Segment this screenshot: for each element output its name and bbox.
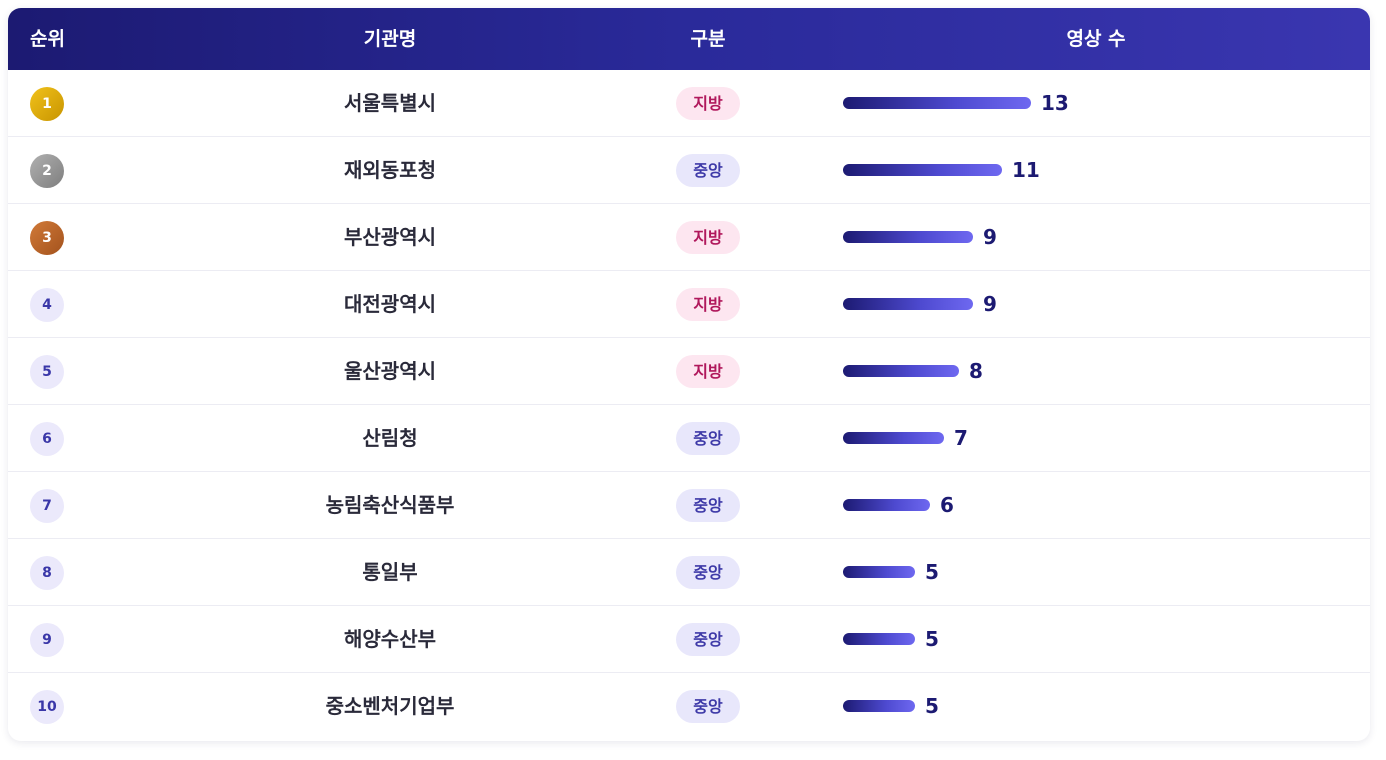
org-name: 통일부: [362, 560, 418, 584]
rank-badge: 4: [30, 288, 64, 322]
count-bar: [843, 432, 944, 444]
type-badge: 지방: [676, 288, 740, 321]
count-bar-cell: 9: [843, 271, 1323, 338]
table-row: 8 통일부 중앙 5: [8, 539, 1370, 606]
count-value: 9: [983, 225, 997, 249]
header-org: 기관명: [363, 28, 417, 50]
count-value: 11: [1012, 158, 1040, 182]
table-row: 3 부산광역시 지방 9: [8, 204, 1370, 271]
type-badge: 지방: [676, 355, 740, 388]
count-bar-cell: 6: [843, 472, 1323, 539]
count-bar: [843, 365, 959, 377]
org-name: 대전광역시: [344, 292, 436, 316]
count-bar: [843, 566, 915, 578]
count-bar: [843, 164, 1002, 176]
table-row: 9 해양수산부 중앙 5: [8, 606, 1370, 673]
count-bar: [843, 499, 930, 511]
type-badge: 지방: [676, 87, 740, 120]
org-name: 해양수산부: [344, 627, 436, 651]
rank-badge: 9: [30, 623, 64, 657]
rank-badge: 6: [30, 422, 64, 456]
table-row: 2 재외동포청 중앙 11: [8, 137, 1370, 204]
rank-badge: 2: [30, 154, 64, 188]
count-bar: [843, 97, 1031, 109]
count-value: 13: [1041, 91, 1069, 115]
table-row: 6 산림청 중앙 7: [8, 405, 1370, 472]
rank-badge: 1: [30, 87, 64, 121]
header-type: 구분: [690, 28, 726, 50]
type-badge: 중앙: [676, 154, 740, 187]
count-value: 5: [925, 627, 939, 651]
rank-badge: 5: [30, 355, 64, 389]
count-bar: [843, 700, 915, 712]
count-value: 9: [983, 292, 997, 316]
count-value: 8: [969, 359, 983, 383]
type-badge: 중앙: [676, 422, 740, 455]
table-row: 1 서울특별시 지방 13: [8, 70, 1370, 137]
header-count: 영상 수: [1066, 28, 1126, 50]
table-row: 5 울산광역시 지방 8: [8, 338, 1370, 405]
table-header: 순위 기관명 구분 영상 수: [8, 8, 1370, 70]
table-row: 7 농림축산식품부 중앙 6: [8, 472, 1370, 539]
rank-badge: 7: [30, 489, 64, 523]
count-value: 5: [925, 694, 939, 718]
count-value: 6: [940, 493, 954, 517]
count-bar-cell: 7: [843, 405, 1323, 472]
count-bar-cell: 5: [843, 673, 1323, 740]
org-name: 농림축산식품부: [325, 493, 455, 517]
count-value: 5: [925, 560, 939, 584]
ranking-table-card: 순위 기관명 구분 영상 수 1 서울특별시 지방 13 2 재외동포청 중앙 11 3 부산광역…: [8, 8, 1370, 741]
count-bar-cell: 13: [843, 70, 1323, 137]
table-row: 4 대전광역시 지방 9: [8, 271, 1370, 338]
header-rank: 순위: [30, 28, 65, 50]
rank-badge: 10: [30, 690, 64, 724]
org-name: 울산광역시: [344, 359, 436, 383]
org-name: 서울특별시: [344, 91, 436, 115]
count-value: 7: [954, 426, 968, 450]
org-name: 중소벤처기업부: [325, 694, 455, 718]
org-name: 재외동포청: [344, 158, 436, 182]
type-badge: 중앙: [676, 690, 740, 723]
rank-badge: 8: [30, 556, 64, 590]
org-name: 부산광역시: [344, 225, 436, 249]
count-bar-cell: 8: [843, 338, 1323, 405]
type-badge: 지방: [676, 221, 740, 254]
table-row: 10 중소벤처기업부 중앙 5: [8, 673, 1370, 740]
rank-badge: 3: [30, 221, 64, 255]
count-bar-cell: 5: [843, 539, 1323, 606]
count-bar-cell: 11: [843, 137, 1323, 204]
org-name: 산림청: [362, 426, 418, 450]
type-badge: 중앙: [676, 623, 740, 656]
count-bar: [843, 231, 973, 243]
type-badge: 중앙: [676, 556, 740, 589]
count-bar: [843, 298, 973, 310]
count-bar: [843, 633, 915, 645]
type-badge: 중앙: [676, 489, 740, 522]
count-bar-cell: 9: [843, 204, 1323, 271]
count-bar-cell: 5: [843, 606, 1323, 673]
table-body: 1 서울특별시 지방 13 2 재외동포청 중앙 11 3 부산광역시 지방 9 4 대전광역시 지방 9 5 울…: [8, 70, 1370, 740]
